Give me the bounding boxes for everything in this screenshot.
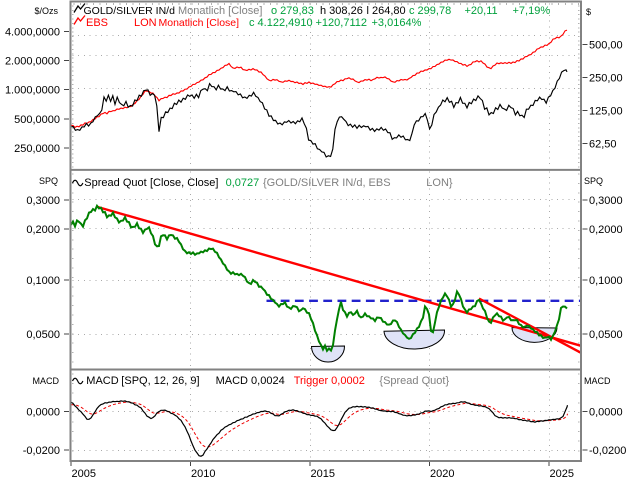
- svg-text:0,0500: 0,0500: [26, 329, 60, 341]
- svg-text:LON: LON: [134, 17, 157, 29]
- svg-text:$: $: [586, 7, 591, 17]
- svg-text:0,0000: 0,0000: [589, 406, 623, 418]
- svg-text:l 264,80: l 264,80: [367, 5, 406, 17]
- svg-text:GOLD/SILVER IN/d: GOLD/SILVER IN/d: [84, 5, 176, 17]
- svg-text:SPQ: SPQ: [39, 176, 58, 186]
- svg-text:MACD 0,0024: MACD 0,0024: [216, 375, 285, 387]
- svg-text:$/Ozs: $/Ozs: [34, 6, 58, 16]
- svg-text:0,0727: 0,0727: [226, 177, 260, 189]
- svg-text:+3,0164%: +3,0164%: [372, 17, 422, 29]
- svg-text:500,00: 500,00: [589, 39, 623, 51]
- svg-text:+120,7112: +120,7112: [316, 17, 368, 29]
- svg-text:-0,0200: -0,0200: [589, 445, 626, 457]
- svg-text:1.000,0000: 1.000,0000: [5, 85, 60, 97]
- svg-text:0,0500: 0,0500: [589, 329, 623, 341]
- svg-text:+20,11: +20,11: [465, 5, 498, 17]
- svg-text:-0,0200: -0,0200: [23, 445, 60, 457]
- svg-text:0,2000: 0,2000: [26, 224, 60, 236]
- svg-text:LON}: LON}: [426, 177, 453, 189]
- svg-text:MACD: MACD: [584, 376, 611, 386]
- svg-text:Trigger 0,0002: Trigger 0,0002: [294, 375, 365, 387]
- svg-text:0,3000: 0,3000: [589, 195, 623, 207]
- svg-text:2015: 2015: [311, 468, 335, 480]
- svg-text:c 299,78: c 299,78: [409, 5, 451, 17]
- svg-text:500,0000: 500,0000: [14, 114, 60, 126]
- svg-text:Monatlich [Close]: Monatlich [Close]: [159, 17, 240, 29]
- svg-text:Spread Quot: Spread Quot: [84, 177, 146, 189]
- svg-text:Monatlich [Close]: Monatlich [Close]: [178, 5, 262, 17]
- svg-text:2005: 2005: [72, 468, 96, 480]
- svg-text:0,0000: 0,0000: [26, 406, 60, 418]
- svg-text:62,50: 62,50: [589, 139, 617, 151]
- svg-text:4.000,0000: 4.000,0000: [5, 27, 60, 39]
- svg-text:MACD: MACD: [33, 376, 60, 386]
- svg-text:EBS: EBS: [86, 17, 108, 29]
- svg-text:c 4.122,4910: c 4.122,4910: [249, 17, 313, 29]
- svg-text:125,00: 125,00: [589, 106, 623, 118]
- svg-text:{Spread Quot}: {Spread Quot}: [379, 375, 449, 387]
- svg-text:2025: 2025: [550, 468, 574, 480]
- svg-text:0,1000: 0,1000: [589, 275, 623, 287]
- svg-text:{GOLD/SILVER IN/d, EBS: {GOLD/SILVER IN/d, EBS: [263, 177, 391, 189]
- svg-text:0,3000: 0,3000: [26, 195, 60, 207]
- svg-text:h 308,26: h 308,26: [320, 5, 363, 17]
- svg-text:0,2000: 0,2000: [589, 224, 623, 236]
- svg-text:[Close, Close]: [Close, Close]: [150, 177, 218, 189]
- svg-text:2010: 2010: [191, 468, 215, 480]
- svg-text:2.000,0000: 2.000,0000: [5, 56, 60, 68]
- svg-text:250,0000: 250,0000: [14, 143, 60, 155]
- svg-text:o 279,83: o 279,83: [271, 5, 314, 17]
- svg-text:2020: 2020: [430, 468, 454, 480]
- svg-text:+7,19%: +7,19%: [513, 5, 551, 17]
- svg-text:250,00: 250,00: [589, 72, 623, 84]
- svg-text:SPQ: SPQ: [584, 176, 603, 186]
- svg-text:[SPQ, 12, 26, 9]: [SPQ, 12, 26, 9]: [121, 375, 199, 387]
- svg-text:0,1000: 0,1000: [26, 275, 60, 287]
- svg-text:MACD: MACD: [86, 375, 118, 387]
